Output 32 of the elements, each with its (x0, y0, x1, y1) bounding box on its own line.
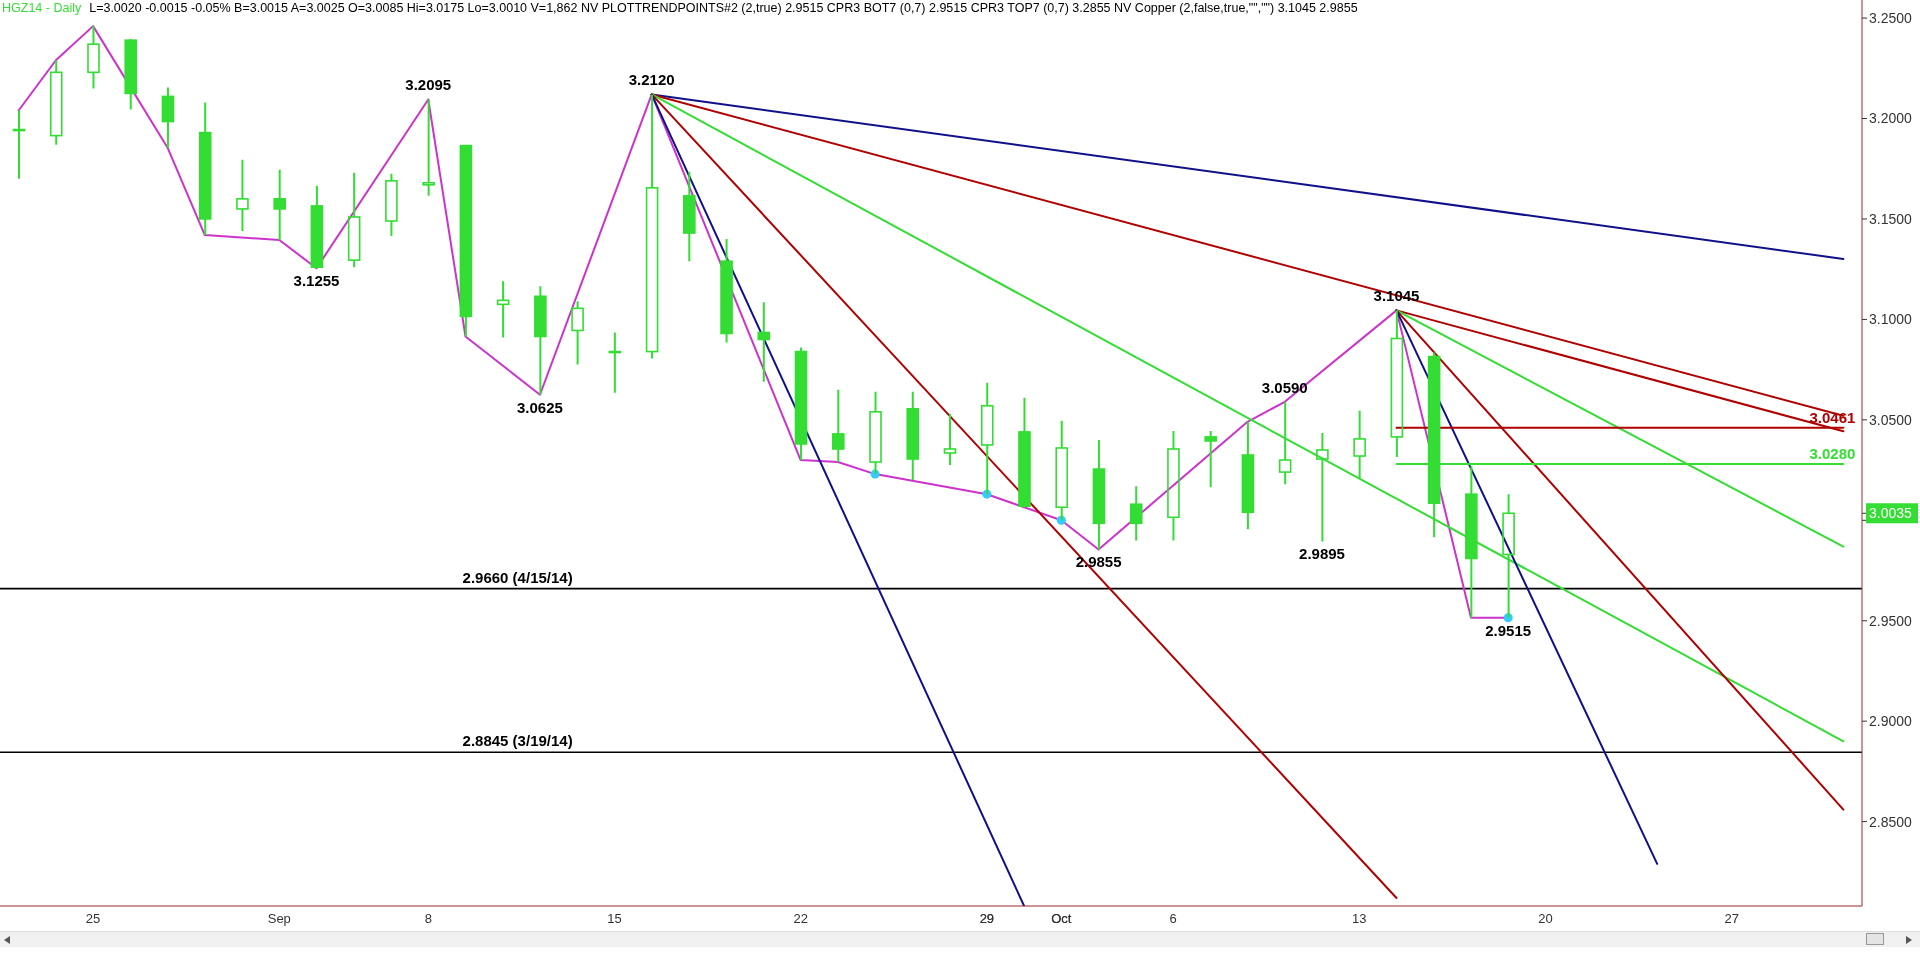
chart-title: HGZ14 - Daily (2, 1, 82, 15)
y-tick-label: 3.2500 (1869, 9, 1913, 26)
y-tick-label: 3.1000 (1869, 311, 1913, 328)
data-label: 2.9515 (1484, 621, 1533, 640)
x-tick-label: 29 (979, 911, 995, 927)
x-tick-label: 22 (793, 911, 808, 927)
x-tick-label: 20 (1538, 911, 1553, 927)
y-tick-label: 2.9000 (1869, 713, 1913, 730)
y-tick-label: 2.8500 (1869, 813, 1913, 830)
x-tick-label: 25 (85, 911, 101, 927)
data-label: 3.0280 (1808, 445, 1856, 464)
x-tick-label: Sep (267, 911, 291, 927)
y-tick-label: 3.0035 (1869, 505, 1913, 522)
x-tick-label: 8 (424, 911, 432, 927)
y-tick-label: 2.9500 (1869, 612, 1913, 629)
x-tick-label: 27 (1724, 911, 1739, 927)
data-label: 3.0461 (1808, 408, 1856, 427)
x-tick-label: 6 (1169, 911, 1177, 927)
annotation: 2.9895 (1298, 545, 1346, 564)
x-tick-label: Oct (1051, 911, 1072, 927)
ref-line-label: 2.9660 (4/15/14) (462, 568, 573, 586)
chart-subtitle: L=3.0020 -0.0015 -0.05% B=3.0015 A=3.0025 O=3.0085 Hi=3.0175 Lo=3.0010 V=1,862 NV PLOTTRENDPOINTS#2 (2,true) 2.9515 CPR3 BOT7 (0,7) 2.9515 CPR3 TOP7 (0,7) 3.2855 NV Copper (2,false,true,"","") 3.1045 2.9855 (89, 1, 1358, 15)
ref-line-label: 2.8845 (3/19/14) (462, 732, 573, 750)
y-tick-label: 3.2000 (1869, 110, 1913, 127)
y-tick-label: 3.1500 (1869, 210, 1913, 227)
x-tick-label: 13 (1352, 911, 1367, 927)
data-label: 3.0625 (516, 398, 564, 417)
x-tick-label: 15 (607, 911, 622, 927)
data-label: 3.2120 (627, 71, 676, 90)
y-tick-label: 3.0500 (1869, 411, 1913, 428)
data-label: 3.2095 (404, 76, 453, 95)
data-label: 3.1255 (292, 272, 341, 291)
